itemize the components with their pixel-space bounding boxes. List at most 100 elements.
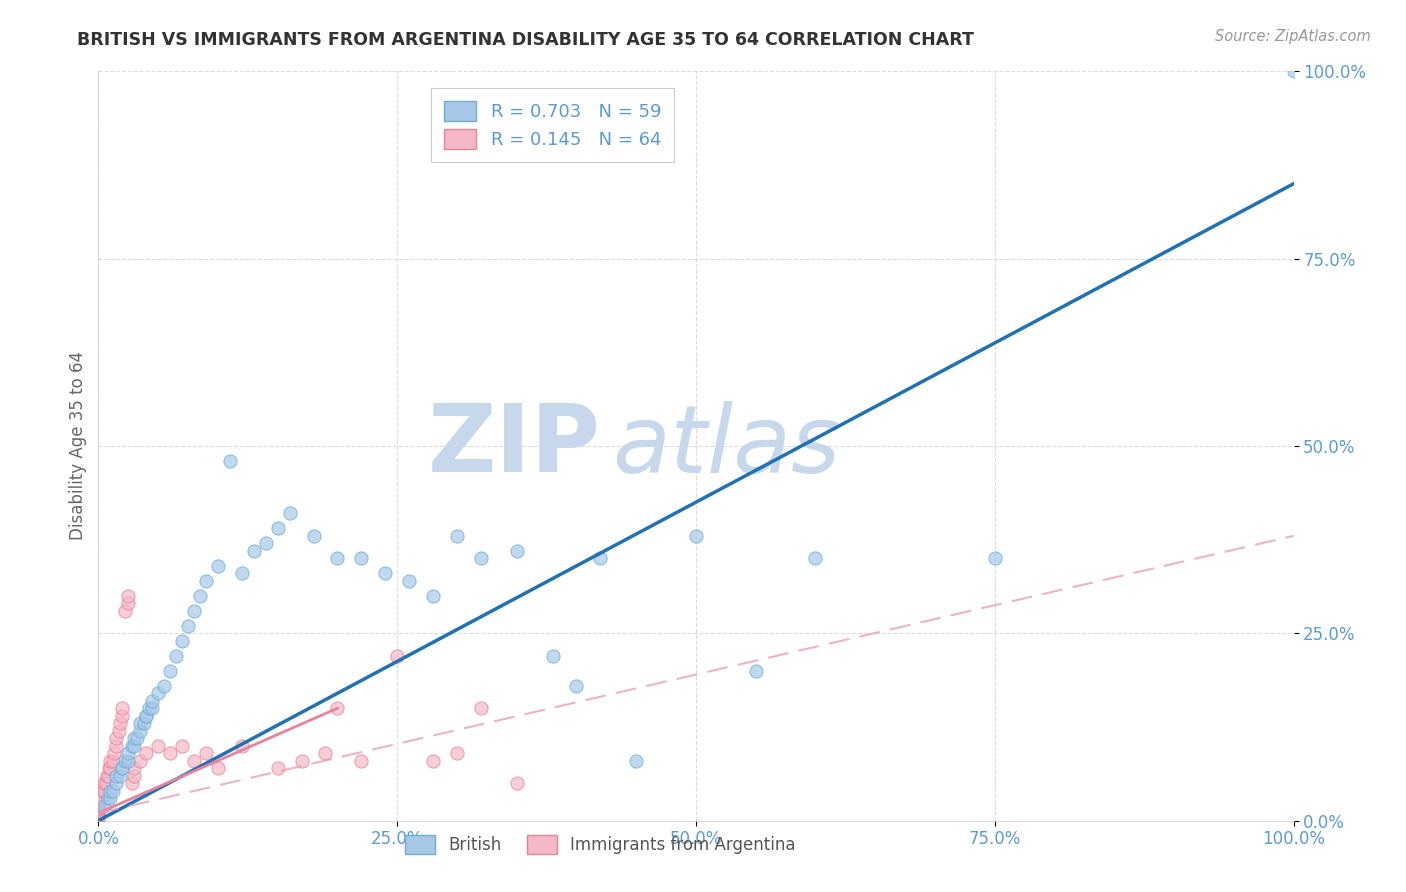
Point	[172, 633, 194, 648]
Point	[141, 694, 163, 708]
Point	[135, 746, 157, 760]
Point	[153, 679, 176, 693]
Point	[87, 801, 110, 815]
Point	[87, 806, 110, 821]
Point	[103, 746, 125, 760]
Point	[98, 761, 122, 775]
Point	[177, 619, 200, 633]
Point	[231, 566, 253, 581]
Point	[87, 797, 110, 812]
Point	[87, 802, 110, 816]
Point	[446, 529, 468, 543]
Point	[87, 810, 110, 824]
Point	[124, 739, 146, 753]
Text: atlas: atlas	[613, 401, 841, 491]
Point	[101, 783, 124, 797]
Point	[589, 551, 612, 566]
Point	[91, 791, 114, 805]
Point	[87, 795, 110, 809]
Point	[267, 761, 290, 775]
Point	[117, 596, 139, 610]
Point	[302, 529, 325, 543]
Point	[97, 769, 120, 783]
Point	[98, 754, 122, 768]
Point	[172, 739, 194, 753]
Point	[87, 806, 110, 821]
Point	[87, 802, 110, 816]
Point	[129, 754, 152, 768]
Point	[98, 783, 122, 797]
Point	[685, 529, 707, 543]
Point	[207, 761, 229, 775]
Point	[326, 701, 349, 715]
Point	[114, 754, 136, 768]
Point	[87, 800, 110, 814]
Point	[195, 746, 218, 760]
Point	[1282, 64, 1305, 78]
Point	[87, 802, 110, 816]
Point	[506, 544, 529, 558]
Point	[87, 795, 110, 809]
Point	[350, 754, 373, 768]
Point	[267, 521, 290, 535]
Point	[124, 731, 146, 746]
Point	[93, 776, 115, 790]
Point	[565, 679, 588, 693]
Point	[745, 664, 768, 678]
Point	[87, 807, 110, 822]
Point	[111, 761, 134, 775]
Point	[195, 574, 218, 588]
Point	[315, 746, 337, 760]
Point	[121, 739, 143, 753]
Point	[114, 604, 136, 618]
Point	[132, 716, 155, 731]
Point	[117, 754, 139, 768]
Point	[804, 551, 827, 566]
Point	[148, 739, 170, 753]
Point	[350, 551, 373, 566]
Point	[207, 558, 229, 573]
Text: BRITISH VS IMMIGRANTS FROM ARGENTINA DISABILITY AGE 35 TO 64 CORRELATION CHART: BRITISH VS IMMIGRANTS FROM ARGENTINA DIS…	[77, 31, 974, 49]
Point	[94, 776, 117, 790]
Text: ZIP: ZIP	[427, 400, 600, 492]
Point	[111, 761, 134, 775]
Point	[135, 708, 157, 723]
Point	[254, 536, 277, 550]
Legend: British, Immigrants from Argentina: British, Immigrants from Argentina	[398, 829, 803, 861]
Point	[422, 589, 444, 603]
Point	[141, 701, 163, 715]
Point	[385, 648, 409, 663]
Point	[96, 769, 118, 783]
Text: Source: ZipAtlas.com: Source: ZipAtlas.com	[1215, 29, 1371, 44]
Point	[135, 708, 157, 723]
Point	[129, 723, 152, 738]
Point	[105, 776, 128, 790]
Point	[121, 776, 143, 790]
Point	[183, 604, 205, 618]
Point	[108, 716, 131, 731]
Point	[326, 551, 349, 566]
Point	[98, 791, 122, 805]
Point	[87, 798, 110, 813]
Point	[105, 739, 128, 753]
Point	[446, 746, 468, 760]
Point	[422, 754, 444, 768]
Point	[87, 792, 110, 806]
Point	[470, 701, 492, 715]
Point	[91, 783, 114, 797]
Point	[93, 783, 115, 797]
Point	[291, 754, 314, 768]
Point	[105, 769, 128, 783]
Point	[117, 589, 139, 603]
Point	[124, 761, 146, 775]
Point	[87, 805, 110, 819]
Point	[87, 791, 110, 805]
Point	[159, 664, 181, 678]
Point	[219, 454, 242, 468]
Point	[165, 648, 187, 663]
Point	[626, 754, 648, 768]
Point	[87, 808, 110, 822]
Point	[231, 739, 253, 753]
Point	[138, 701, 160, 715]
Point	[105, 731, 128, 746]
